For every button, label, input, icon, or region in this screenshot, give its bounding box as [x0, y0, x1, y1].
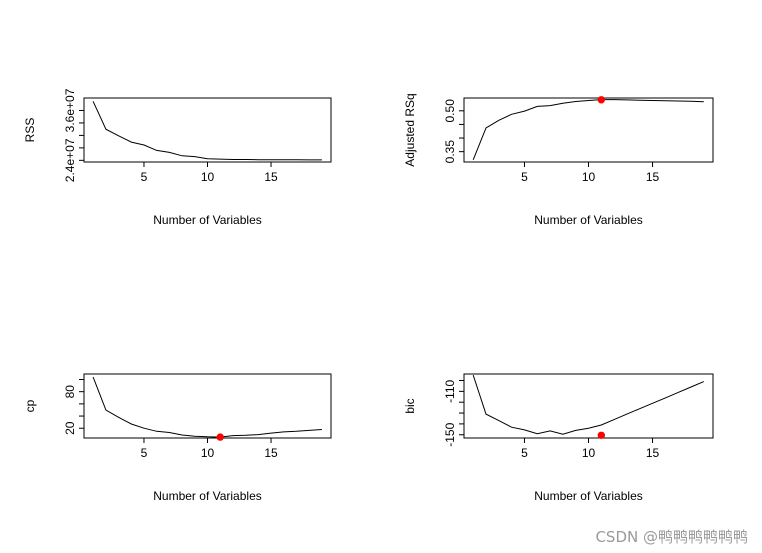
plot-frame [83, 97, 332, 163]
x-tick-label: 5 [141, 170, 148, 184]
highlight-point [597, 96, 606, 104]
y-axis-label: cp [23, 399, 37, 412]
chart-cp: 5 10 15 20 80 Number of Variables cp [23, 373, 332, 503]
x-axis-label: Number of Variables [153, 213, 262, 227]
x-axis-label: Number of Variables [534, 213, 643, 227]
x-tick-label: 5 [521, 170, 528, 184]
chart-rss: 5 10 15 2.4e+07 3.6e+07 Number of Variables RS… [23, 88, 332, 227]
y-tick-label: 20 [63, 421, 77, 435]
y-axis-label: RSS [23, 118, 37, 143]
x-tick-label: 15 [646, 446, 660, 460]
y-tick-label: -110 [443, 379, 457, 402]
y-tick-label: -150 [443, 422, 457, 446]
x-axis-label: Number of Variables [153, 489, 262, 503]
y-tick-label: 0.35 [443, 140, 457, 164]
series-line [92, 376, 322, 438]
x-tick-label: 15 [264, 446, 278, 460]
series-line [92, 101, 322, 161]
plot-frame [463, 97, 714, 163]
y-tick-label: 2.4e+07 [63, 138, 77, 182]
highlight-point [216, 433, 224, 441]
y-tick-label: 80 [63, 385, 77, 399]
chart-adjr2: 5 10 15 0.35 0.50 Number of Variables Adjusted… [403, 93, 714, 227]
x-tick-label: 5 [521, 446, 528, 460]
x-tick-label: 10 [582, 446, 596, 460]
x-tick-label: 5 [141, 446, 148, 460]
chart-bic: 5 10 15 -150 -110 Number of Variables bic [403, 373, 714, 503]
plot-frame [83, 373, 332, 439]
x-tick-label: 10 [201, 446, 215, 460]
y-axis-label: bic [403, 398, 417, 413]
x-tick-label: 15 [646, 170, 660, 184]
x-tick-label: 10 [201, 170, 215, 184]
watermark: CSDN @鸭鸭鸭鸭鸭鸭 [595, 528, 748, 546]
y-axis-label: Adjusted RSq [403, 93, 417, 166]
series-line [472, 374, 704, 435]
y-tick-label: 0.50 [443, 99, 457, 123]
x-tick-label: 15 [264, 170, 278, 184]
x-tick-label: 10 [582, 170, 596, 184]
y-tick-label: 3.6e+07 [63, 88, 77, 132]
series-line [472, 99, 704, 160]
x-axis-label: Number of Variables [534, 489, 643, 503]
highlight-point [597, 431, 606, 439]
